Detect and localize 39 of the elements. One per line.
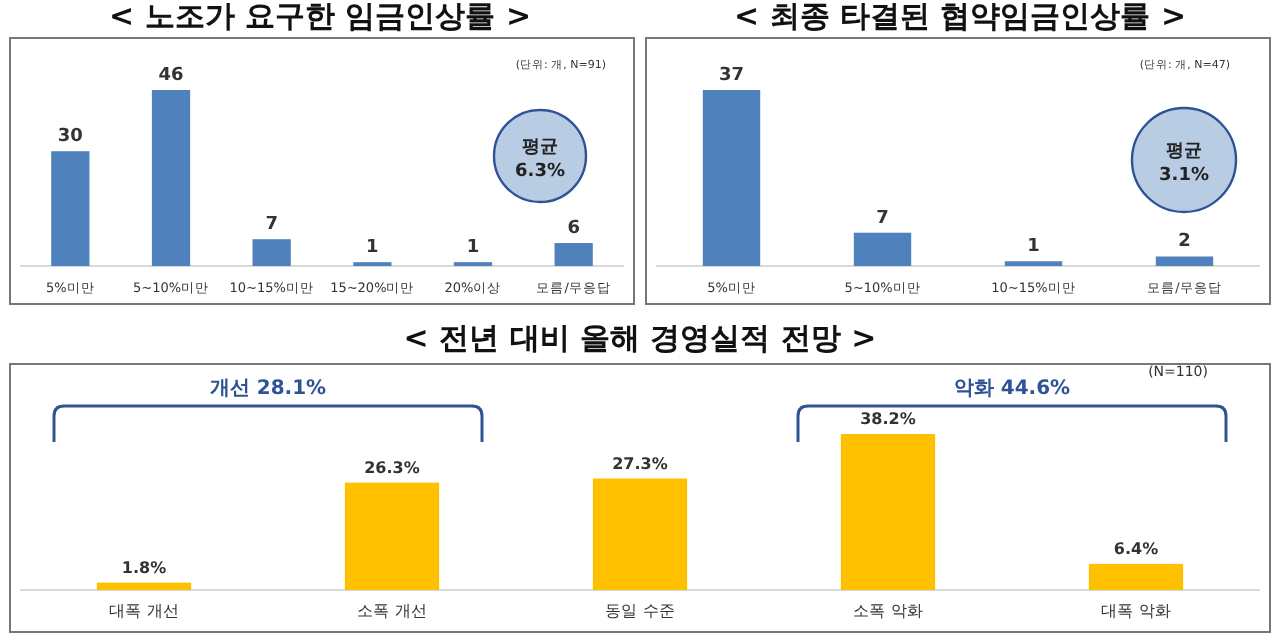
data-label: 6 — [567, 219, 580, 240]
chart-title: < 전년 대비 올해 경영실적 전망 > — [403, 320, 877, 356]
data-label: 2 — [1178, 232, 1191, 253]
bar — [840, 434, 936, 590]
data-label: 30 — [57, 127, 83, 148]
x-tick-label: 대폭 개선 — [109, 602, 179, 620]
x-tick-label: 동일 수준 — [605, 602, 675, 620]
data-label: 46 — [158, 66, 184, 86]
chart-title: < 최종 타결된 협약임금인상률 > — [733, 0, 1187, 34]
data-label: 7 — [265, 215, 278, 236]
data-label: 1 — [1027, 237, 1040, 258]
x-tick-label: 소폭 개선 — [357, 602, 427, 620]
bar — [51, 151, 90, 266]
annotation: 평균 6.3% — [515, 138, 565, 182]
data-label: 38.2% — [860, 410, 916, 428]
data-label: 37 — [718, 66, 745, 86]
bar — [853, 232, 912, 266]
text: 개선 28.1% — [209, 378, 327, 400]
text: 악화 44.6% — [953, 378, 1071, 400]
bar — [1088, 563, 1184, 590]
bar — [702, 90, 761, 266]
data-label: 1.8% — [121, 558, 167, 577]
data-label: 27.3% — [612, 454, 668, 473]
bar — [554, 243, 593, 266]
bar — [344, 482, 440, 590]
data-label: 26.3% — [364, 458, 420, 477]
data-label: 1 — [466, 238, 480, 259]
bar — [96, 582, 192, 590]
x-tick-label: 대폭 악화 — [1101, 602, 1171, 620]
x-tick-label: 소폭 악화 — [853, 602, 923, 620]
annotation: 평균 3.1% — [1159, 142, 1209, 186]
bar — [1155, 256, 1214, 266]
data-label: 6.4% — [1113, 539, 1159, 558]
bar — [151, 90, 191, 266]
data-label: 1 — [366, 238, 379, 259]
bar — [252, 239, 291, 266]
data-label: 7 — [876, 208, 889, 229]
bar — [592, 478, 688, 590]
chart-title: < 노조가 요구한 임금인상률 > — [108, 0, 532, 34]
